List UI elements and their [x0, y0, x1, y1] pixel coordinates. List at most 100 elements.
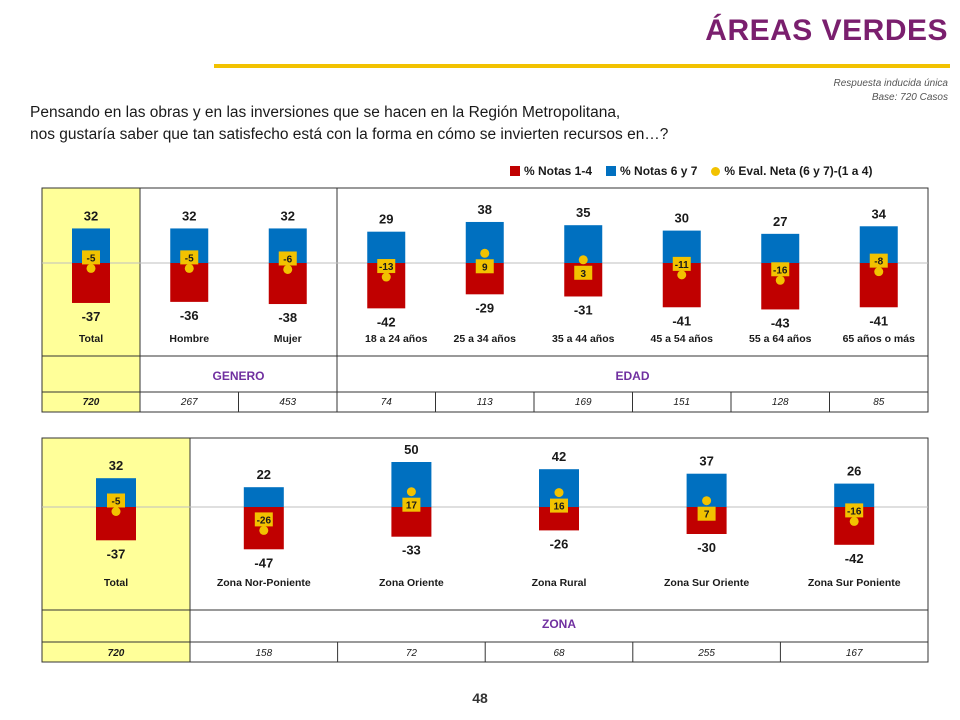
data-label-pos: 32 — [182, 208, 196, 223]
note-response-type: Respuesta inducida única — [833, 78, 948, 89]
base-count: 169 — [575, 397, 592, 408]
data-label-pos: 32 — [109, 458, 123, 473]
data-label-net: -5 — [112, 497, 121, 508]
data-label-net: 3 — [580, 269, 586, 280]
data-label-neg: -31 — [574, 302, 593, 317]
category-label: Zona Nor-Poniente — [217, 577, 311, 589]
data-label-neg: -33 — [402, 543, 421, 558]
base-count: 72 — [406, 648, 418, 659]
net-marker — [259, 525, 269, 535]
data-label-net: -6 — [283, 254, 292, 265]
data-label-pos: 32 — [84, 208, 98, 223]
legend-swatch-pos — [606, 166, 617, 176]
category-label: Zona Rural — [532, 577, 587, 589]
data-label-pos: 34 — [872, 206, 887, 221]
net-label-box — [278, 251, 297, 266]
category-label: 45 a 54 años — [651, 333, 714, 345]
data-label-pos: 42 — [552, 449, 566, 464]
data-label-neg: -41 — [869, 313, 888, 328]
data-label-neg: -47 — [254, 555, 273, 570]
category-label: Hombre — [169, 333, 209, 345]
data-label-net: -8 — [874, 257, 883, 268]
net-marker — [283, 264, 293, 274]
net-label-box — [180, 250, 199, 265]
category-label: 55 a 64 años — [749, 333, 812, 345]
data-label-pos: 30 — [675, 211, 689, 226]
chart-frame — [41, 187, 929, 413]
net-label-box — [697, 506, 716, 521]
group-label: GENERO — [212, 369, 264, 383]
base-count: 128 — [772, 397, 789, 408]
note-base: Base: 720 Casos — [871, 92, 948, 103]
category-label: 35 a 44 años — [552, 333, 615, 345]
net-label-box — [550, 498, 568, 513]
data-label-neg: -36 — [180, 308, 199, 323]
net-label-box — [107, 493, 125, 508]
net-label-box — [82, 250, 100, 265]
question-line-2: nos gustaría saber que tan satisfecho es… — [30, 126, 669, 143]
net-marker — [874, 267, 884, 277]
net-marker — [849, 516, 859, 526]
net-marker — [86, 263, 96, 273]
bar-notas-1-4 — [391, 507, 432, 537]
bar-notas-6-7 — [761, 233, 800, 263]
base-count: 85 — [873, 397, 885, 408]
data-label-neg: -38 — [278, 310, 297, 325]
net-label-box — [672, 256, 691, 271]
net-marker — [381, 272, 391, 282]
legend-swatch-neg — [510, 166, 520, 176]
net-marker — [578, 255, 588, 265]
page-number: 48 — [472, 690, 488, 706]
net-marker — [111, 507, 121, 516]
base-count: 167 — [846, 648, 863, 659]
base-count: 113 — [477, 397, 493, 408]
data-label-pos: 22 — [257, 467, 271, 482]
group-label: ZONA — [542, 617, 576, 631]
legend-item-neg: % Notas 1-4 — [510, 164, 592, 178]
data-label-neg: -42 — [377, 314, 396, 329]
data-label-neg: -26 — [550, 536, 569, 551]
legend-item-pos: % Notas 6 y 7 — [606, 164, 697, 178]
bar-notas-6-7 — [834, 483, 875, 507]
bar-notas-1-4 — [539, 507, 579, 531]
category-label: Zona Sur Oriente — [664, 577, 749, 589]
data-label-neg: -37 — [107, 546, 126, 561]
base-count: 453 — [279, 397, 296, 408]
total-column-highlight — [42, 438, 190, 662]
data-label-net: -26 — [257, 515, 272, 526]
net-marker — [554, 488, 564, 498]
data-label-pos: 29 — [379, 212, 393, 227]
net-label-box — [254, 512, 273, 527]
data-label-pos: 38 — [478, 202, 492, 217]
base-count: 720 — [108, 648, 125, 659]
legend-label-net: % Eval. Neta (6 y 7)-(1 a 4) — [724, 164, 873, 178]
group-label: EDAD — [615, 369, 649, 383]
question-text: Pensando en las obras y en las inversion… — [30, 102, 668, 146]
base-count: 151 — [673, 397, 690, 408]
legend-dot-net — [711, 166, 721, 176]
net-label-box — [845, 503, 864, 518]
net-marker — [677, 270, 687, 280]
legend-label-pos: % Notas 6 y 7 — [620, 164, 698, 178]
category-label: Total — [104, 577, 128, 589]
data-label-neg: -30 — [697, 540, 716, 555]
data-label-pos: 27 — [773, 214, 787, 229]
category-label: 18 a 24 años — [365, 333, 428, 345]
net-label-box — [377, 259, 396, 274]
base-count: 720 — [83, 397, 100, 408]
category-label: 25 a 34 años — [454, 333, 517, 345]
data-label-net: 9 — [482, 262, 488, 273]
data-label-net: -5 — [185, 253, 194, 264]
data-label-neg: -29 — [475, 300, 494, 315]
data-label-pos: 26 — [847, 464, 861, 479]
net-marker — [702, 496, 712, 506]
page-title: ÁREAS VERDES — [705, 14, 948, 47]
base-count: 68 — [553, 648, 565, 659]
data-label-net: -16 — [773, 265, 788, 276]
base-count: 74 — [381, 397, 393, 408]
chart-legend: % Notas 1-4 % Notas 6 y 7 % Eval. Neta (… — [510, 164, 872, 178]
net-label-box — [771, 262, 790, 277]
net-marker — [480, 248, 490, 258]
data-label-neg: -43 — [771, 315, 790, 330]
question-line-1: Pensando en las obras y en las inversion… — [30, 104, 621, 121]
